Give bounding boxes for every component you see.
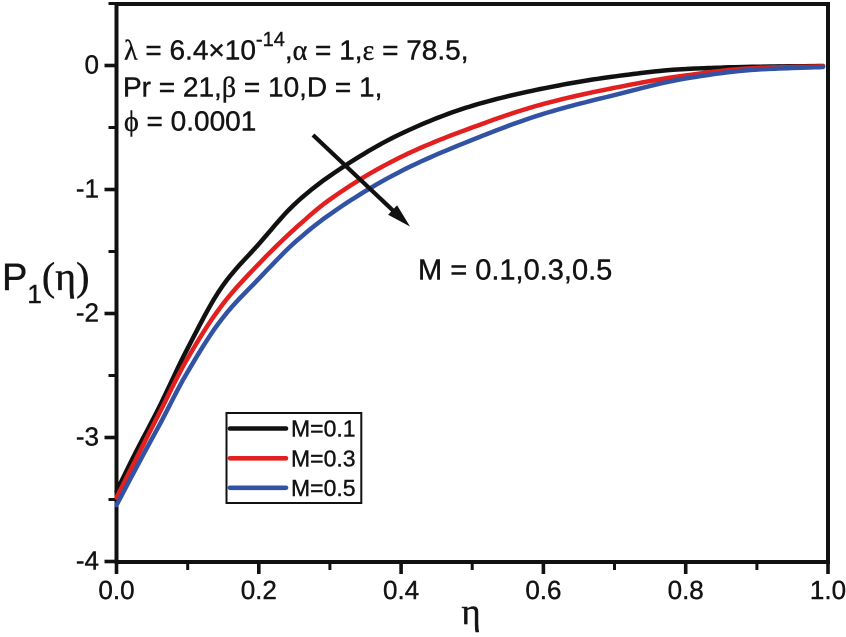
svg-text:η: η [461, 592, 480, 633]
svg-text:-4: -4 [76, 546, 99, 576]
svg-text:M=0.5: M=0.5 [291, 475, 356, 501]
svg-text:-1: -1 [76, 174, 99, 204]
svg-text:0.2: 0.2 [241, 575, 277, 605]
svg-text:0.0: 0.0 [98, 575, 134, 605]
svg-text:Pr = 21,β = 10,D = 1,: Pr = 21,β = 10,D = 1, [123, 72, 382, 104]
svg-text:-3: -3 [76, 422, 99, 452]
svg-text:-2: -2 [76, 298, 99, 328]
svg-text:λ = 6.4×10-14,α = 1,ε = 78.5,: λ = 6.4×10-14,α = 1,ε = 78.5, [124, 29, 469, 67]
svg-text:M=0.3: M=0.3 [291, 445, 356, 471]
svg-text:0.4: 0.4 [383, 575, 419, 605]
svg-text:0: 0 [85, 50, 99, 80]
svg-text:1.0: 1.0 [810, 575, 846, 605]
svg-text:0.6: 0.6 [525, 575, 561, 605]
svg-text:M=0.1: M=0.1 [291, 416, 356, 442]
svg-text:0.8: 0.8 [668, 575, 704, 605]
svg-text:M = 0.1,0.3,0.5: M = 0.1,0.3,0.5 [418, 255, 612, 287]
svg-text:ϕ = 0.0001: ϕ = 0.0001 [124, 106, 256, 138]
